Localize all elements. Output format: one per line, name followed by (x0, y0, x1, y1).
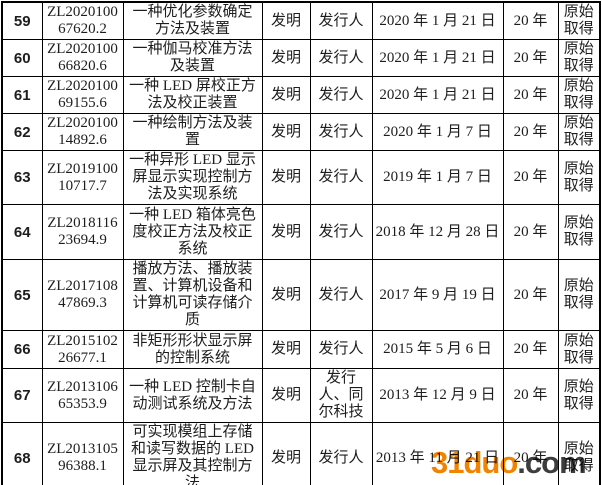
watermark-domain-suffix: .com (517, 445, 586, 480)
cell-row-number: 65 (1, 259, 43, 331)
cell-term: 20 年 (502, 368, 559, 423)
cell-term: 20 年 (502, 259, 559, 331)
cell-patent-number: ZL2018116 23694.9 (41, 204, 124, 260)
cell-owner: 发行人 (309, 150, 373, 205)
cell-owner: 发行人 (309, 422, 373, 485)
table-row: 67 ZL2013106 65353.9 一种 LED 控制卡自动测试系统及方法… (1, 368, 601, 423)
cell-owner: 发行人 (309, 1, 373, 40)
cell-patent-type: 发明 (261, 259, 311, 331)
cell-patent-name: 播放方法、播放装置、计算机设备和计算机可读存储介质 (122, 259, 263, 331)
cell-term: 20 年 (502, 39, 559, 77)
cell-grant-date: 2020 年 1 月 21 日 (371, 39, 504, 77)
cell-patent-type: 发明 (261, 422, 311, 485)
cell-patent-number: ZL2020100 14892.6 (41, 113, 124, 151)
cell-row-number: 62 (1, 113, 43, 151)
cell-grant-date: 2017 年 9 月 19 日 (371, 259, 504, 331)
table-row: 62 ZL2020100 14892.6 一种绘制方法及装置 发明 发行人 20… (1, 113, 601, 151)
cell-patent-name: 可实现模组上存储和读写数据的 LED 显示屏及其控制方法 (122, 422, 263, 485)
cell-acquisition: 原始取得 (557, 330, 601, 369)
cell-owner: 发行人 (309, 330, 373, 369)
watermark-brand-text: 31duo (431, 445, 518, 480)
cell-grant-date: 2013 年 12 月 9 日 (371, 368, 504, 423)
cell-row-number: 63 (1, 150, 43, 205)
cell-patent-type: 发明 (261, 150, 311, 205)
cell-term: 20 年 (502, 76, 559, 114)
cell-term: 20 年 (502, 422, 559, 485)
cell-patent-name: 一种异形 LED 显示屏显示实现控制方法及实现系统 (122, 150, 263, 205)
cell-grant-date: 2015 年 5 月 6 日 (371, 330, 504, 369)
cell-term: 20 年 (502, 113, 559, 151)
cell-patent-number: ZL2015102 26677.1 (41, 330, 124, 369)
cell-acquisition: 原始取得 (557, 76, 601, 114)
cell-patent-name: 非矩形形状显示屏的控制系统 (122, 330, 263, 369)
cell-term: 20 年 (502, 204, 559, 260)
cell-patent-number: ZL2019100 10717.7 (41, 150, 124, 205)
cell-patent-number: ZL2020100 67620.2 (41, 1, 124, 40)
cell-acquisition: 原始取得 (557, 39, 601, 77)
cell-grant-date: 2018 年 12 月 28 日 (371, 204, 504, 260)
cell-patent-type: 发明 (261, 39, 311, 77)
cell-row-number: 66 (1, 330, 43, 369)
table-row: 65 ZL2017108 47869.3 播放方法、播放装置、计算机设备和计算机… (1, 259, 601, 331)
cell-acquisition: 原始取得 (557, 113, 601, 151)
table-row: 61 ZL2020100 69155.6 一种 LED 屏校正方法及校正装置 发… (1, 76, 601, 114)
cell-acquisition: 原始取得 (557, 259, 601, 331)
cell-term: 20 年 (502, 150, 559, 205)
cell-patent-number: ZL2020100 66820.6 (41, 39, 124, 77)
cell-acquisition: 原始取得 (557, 1, 601, 40)
cell-row-number: 60 (1, 39, 43, 77)
cell-patent-name: 一种优化参数确定方法及装置 (122, 1, 263, 40)
cell-patent-type: 发明 (261, 76, 311, 114)
cell-grant-date: 2020 年 1 月 21 日 (371, 1, 504, 40)
cell-patent-number: ZL2017108 47869.3 (41, 259, 124, 331)
cell-patent-type: 发明 (261, 330, 311, 369)
cell-owner: 发行人 (309, 259, 373, 331)
cell-patent-type: 发明 (261, 113, 311, 151)
cell-patent-type: 发明 (261, 1, 311, 40)
table-row: 63 ZL2019100 10717.7 一种异形 LED 显示屏显示实现控制方… (1, 150, 601, 205)
cell-acquisition: 原始取得 (557, 204, 601, 260)
cell-patent-name: 一种 LED 控制卡自动测试系统及方法 (122, 368, 263, 423)
cell-acquisition: 原始取得 (557, 150, 601, 205)
cell-patent-name: 一种 LED 箱体亮色度校正方法及校正系统 (122, 204, 263, 260)
cell-row-number: 61 (1, 76, 43, 114)
cell-grant-date: 2020 年 1 月 7 日 (371, 113, 504, 151)
cell-owner: 发行人 (309, 39, 373, 77)
cell-owner: 发行人 (309, 113, 373, 151)
cell-grant-date: 2020 年 1 月 21 日 (371, 76, 504, 114)
cell-owner: 发行人 (309, 204, 373, 260)
cell-row-number: 64 (1, 204, 43, 260)
table-row: 66 ZL2015102 26677.1 非矩形形状显示屏的控制系统 发明 发行… (1, 330, 601, 369)
cell-patent-number: ZL2013106 65353.9 (41, 368, 124, 423)
table-row: 59 ZL2020100 67620.2 一种优化参数确定方法及装置 发明 发行… (1, 1, 601, 40)
cell-row-number: 68 (1, 422, 43, 485)
table-row: 64 ZL2018116 23694.9 一种 LED 箱体亮色度校正方法及校正… (1, 204, 601, 260)
cell-acquisition: 原始取得 (557, 422, 601, 485)
cell-patent-type: 发明 (261, 204, 311, 260)
cell-term: 20 年 (502, 1, 559, 40)
cell-owner: 发行人、同尔科技 (309, 368, 373, 423)
cell-patent-name: 一种伽马校准方法及装置 (122, 39, 263, 77)
cell-row-number: 67 (1, 368, 43, 423)
cell-grant-date: 2013 年 11 月 21 日 (371, 422, 504, 485)
table-row: 60 ZL2020100 66820.6 一种伽马校准方法及装置 发明 发行人 … (1, 39, 601, 77)
cell-term: 20 年 (502, 330, 559, 369)
watermark: 31duo.com (431, 445, 587, 480)
cell-grant-date: 2019 年 1 月 7 日 (371, 150, 504, 205)
cell-owner: 发行人 (309, 76, 373, 114)
cell-patent-name: 一种绘制方法及装置 (122, 113, 263, 151)
cell-patent-number: ZL2020100 69155.6 (41, 76, 124, 114)
cell-patent-type: 发明 (261, 368, 311, 423)
cell-acquisition: 原始取得 (557, 368, 601, 423)
cell-patent-name: 一种 LED 屏校正方法及校正装置 (122, 76, 263, 114)
cell-patent-number: ZL2013105 96388.1 (41, 422, 124, 485)
table-row: 68 ZL2013105 96388.1 可实现模组上存储和读写数据的 LED … (1, 422, 601, 485)
cell-row-number: 59 (1, 1, 43, 40)
